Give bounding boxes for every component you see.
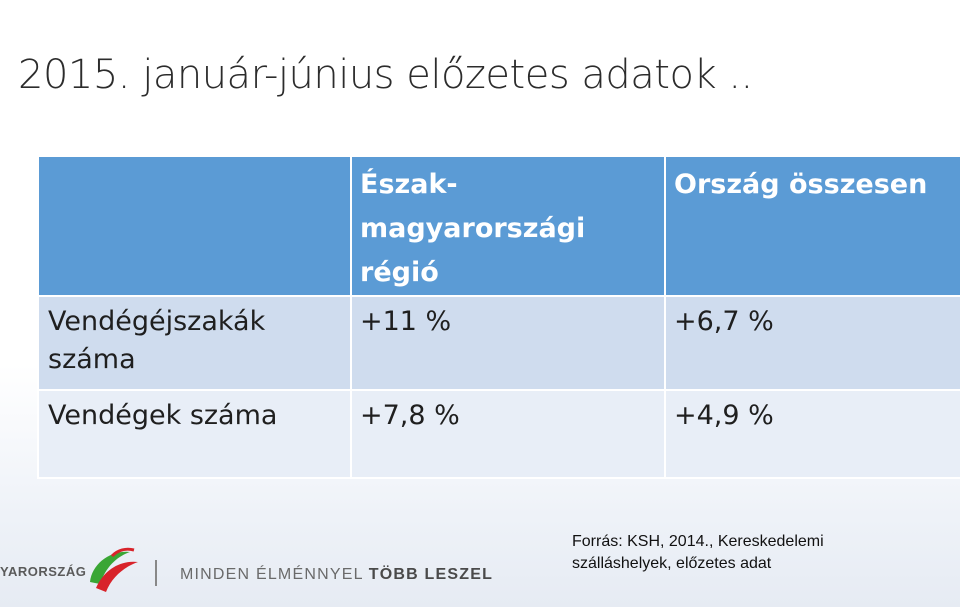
statistics-table: Észak- magyarországi régió Ország összes… [37, 155, 960, 479]
row-label: Vendégek száma [37, 389, 352, 479]
region-value: +11 % [350, 295, 666, 391]
header-region: Észak- magyarországi régió [350, 155, 666, 297]
brand-wordmark: YARORSZÁG [0, 564, 87, 579]
row-label-line2: száma [48, 344, 136, 375]
header-empty-cell [37, 155, 352, 297]
table-header-row: Észak- magyarországi régió Ország összes… [37, 155, 960, 297]
table-row: Vendégéjszakák száma +11 % +6,7 % [37, 295, 960, 391]
table-row: Vendégek száma +7,8 % +4,9 % [37, 389, 960, 479]
header-region-line2: magyarországi [360, 213, 586, 244]
country-value: +4,9 % [664, 389, 960, 479]
logo-divider [155, 560, 157, 586]
header-region-line1: Észak- [360, 169, 458, 200]
swirl-logo-icon [90, 547, 138, 592]
source-note: Forrás: KSH, 2014., Kereskedelemi szállá… [572, 531, 824, 575]
country-value: +6,7 % [664, 295, 960, 391]
row-label-line1: Vendégéjszakák [48, 306, 266, 337]
header-country-label: Ország összesen [674, 169, 928, 200]
source-line2: szálláshelyek, előzetes adat [572, 555, 772, 572]
page-title: 2015. január-június előzetes adatok .. [18, 52, 753, 98]
slogan: MINDEN ÉLMÉNNYEL TÖBB LESZEL [180, 566, 493, 584]
row-label-line1: Vendégek száma [48, 400, 278, 431]
slogan-bold: TÖBB LESZEL [368, 566, 494, 583]
source-line1: Forrás: KSH, 2014., Kereskedelemi [572, 533, 824, 550]
region-value: +7,8 % [350, 389, 666, 479]
header-region-line3: régió [360, 257, 439, 288]
header-country: Ország összesen [664, 155, 960, 297]
footer-logo: YARORSZÁG MINDEN ÉLMÉNNYEL TÖBB LESZEL [0, 542, 560, 594]
row-label: Vendégéjszakák száma [37, 295, 352, 391]
slogan-light: MINDEN ÉLMÉNNYEL [180, 566, 364, 583]
